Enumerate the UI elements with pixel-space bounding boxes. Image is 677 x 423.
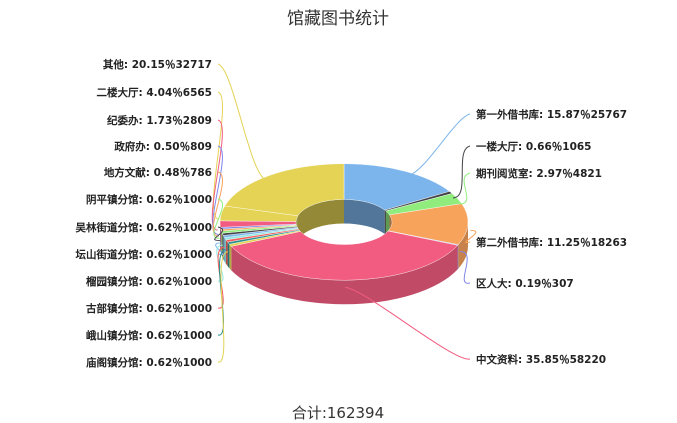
slice-label-5: 中文资料: 35.85％58220 xyxy=(476,353,606,366)
slice-side-9 xyxy=(224,237,226,264)
slice-side-8 xyxy=(225,239,228,267)
leader-line-17 xyxy=(217,63,269,182)
slice-label-12: 阴平镇分馆: 0.62％1000 xyxy=(86,193,212,206)
slice-label-1: 一楼大厅: 0.66％1065 xyxy=(476,140,592,153)
chart-title: 馆藏图书统计 xyxy=(287,9,389,29)
slice-label-8: 古部镇分馆: 0.62％1000 xyxy=(86,302,212,315)
slice-label-17: 其他: 20.15％32717 xyxy=(103,58,212,71)
slice-side-10 xyxy=(223,235,225,262)
slice-side-15 xyxy=(220,222,221,252)
slice-label-10: 坛山街道分馆: 0.62％1000 xyxy=(76,248,212,261)
slice-label-11: 吴林街道分馆: 0.62％1000 xyxy=(76,221,212,234)
leader-line-1 xyxy=(452,145,471,199)
slice-side-7 xyxy=(227,242,230,269)
slice-inner-wall-17 xyxy=(297,199,344,240)
slice-0[interactable] xyxy=(343,163,450,211)
slice-inner-wall-0 xyxy=(344,199,385,235)
slice-side-12 xyxy=(221,230,223,258)
leader-line-13 xyxy=(212,171,223,237)
slice-label-4: 区人大: 0.19％307 xyxy=(476,277,574,290)
slice-label-0: 第一外借书库: 15.87％25767 xyxy=(476,108,627,121)
leader-line-5 xyxy=(345,286,471,360)
slice-label-9: 榴园镇分馆: 0.62％1000 xyxy=(86,275,212,288)
leader-line-4 xyxy=(460,250,471,284)
leader-line-6 xyxy=(217,251,229,363)
slice-label-13: 地方文献: 0.48％786 xyxy=(104,166,212,179)
slice-side-4 xyxy=(457,244,459,270)
slice-side-6 xyxy=(229,244,232,271)
leader-line-16 xyxy=(212,91,223,220)
slice-label-7: 峨山镇分馆: 0.62％1000 xyxy=(86,329,212,342)
slice-label-3: 第二外借书库: 11.25％18263 xyxy=(476,236,627,249)
slice-label-2: 期刊阅览室: 2.97％4821 xyxy=(476,167,602,180)
chart-total: 合计:162394 xyxy=(292,404,384,422)
slice-side-5 xyxy=(231,245,458,305)
leader-line-3 xyxy=(465,229,477,244)
leader-line-11 xyxy=(214,226,224,242)
leader-line-0 xyxy=(405,113,471,177)
slice-label-6: 庙阁镇分馆: 0.62％1000 xyxy=(86,356,212,369)
slice-label-15: 纪委办: 1.73％2809 xyxy=(107,114,212,127)
leader-line-2 xyxy=(459,172,471,205)
slice-5[interactable] xyxy=(230,230,459,281)
slice-label-14: 政府办: 0.50％809 xyxy=(114,140,212,153)
slice-17[interactable] xyxy=(224,163,345,217)
slice-inner-wall-1 xyxy=(384,210,386,235)
slice-label-16: 二楼大厅: 4.04％6565 xyxy=(97,86,213,99)
